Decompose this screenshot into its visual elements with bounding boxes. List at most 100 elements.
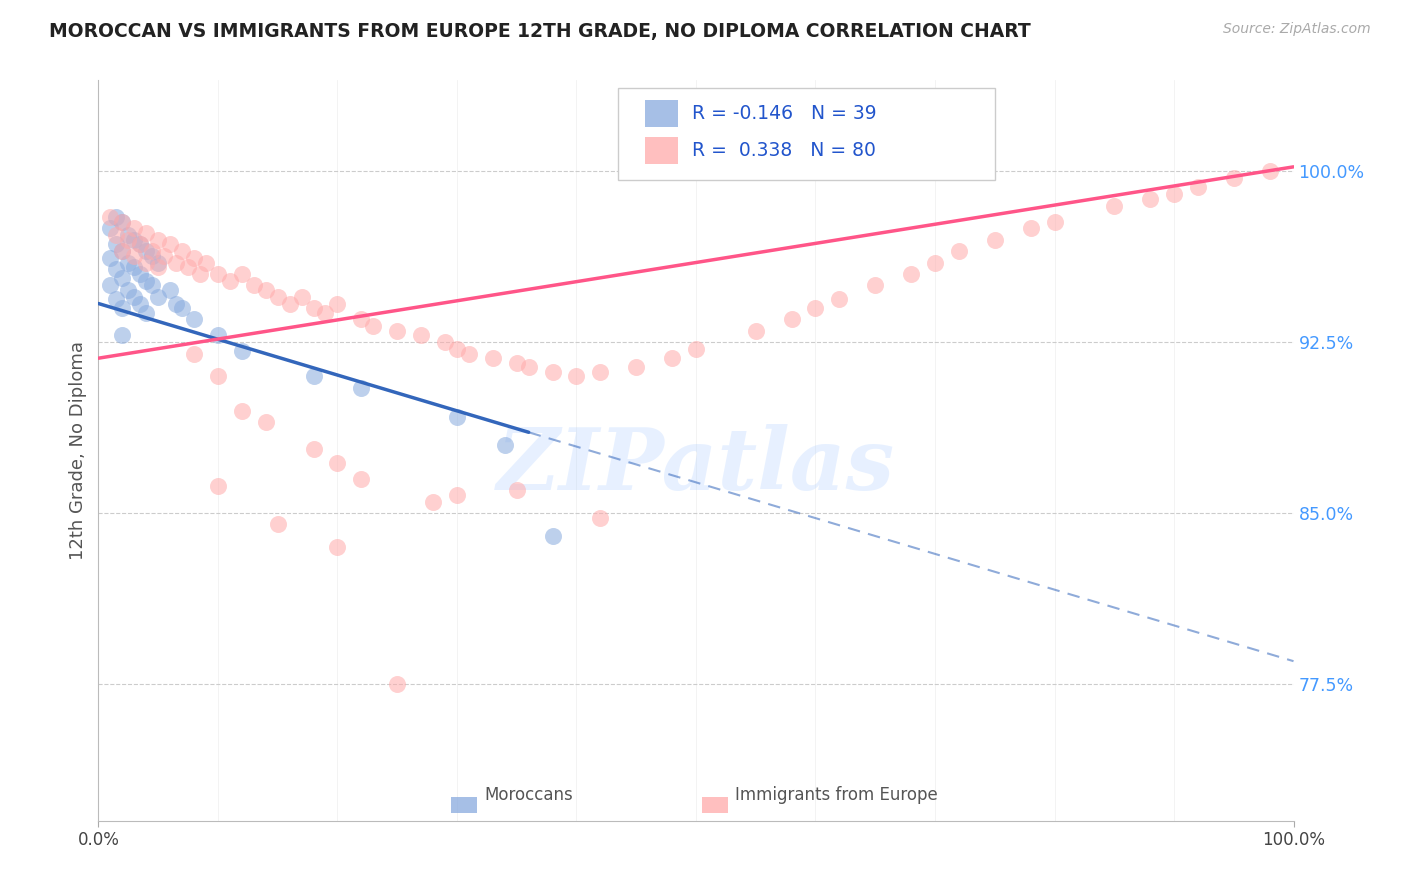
Point [105,292,128,306]
Point [148,290,170,304]
Point [446,410,468,425]
Point [159,237,181,252]
Point [135,226,157,240]
Text: R = -0.146   N = 39: R = -0.146 N = 39 [692,104,877,123]
Point [541,529,564,543]
Point [111,328,134,343]
Point [129,267,152,281]
Point [231,403,253,417]
Text: R =  0.338   N = 80: R = 0.338 N = 80 [692,141,876,161]
Point [135,255,157,269]
Point [124,290,146,304]
Point [385,677,409,691]
Point [541,365,564,379]
Point [117,283,139,297]
Point [278,296,301,310]
FancyBboxPatch shape [619,87,995,180]
Point [350,381,373,395]
Point [183,346,205,360]
Point [207,479,229,493]
Point [350,312,373,326]
Bar [644,100,678,127]
Point [148,260,170,274]
Point [148,233,170,247]
Point [153,249,176,263]
Point [172,244,194,259]
Text: MOROCCAN VS IMMIGRANTS FROM EUROPE 12TH GRADE, NO DIPLOMA CORRELATION CHART: MOROCCAN VS IMMIGRANTS FROM EUROPE 12TH … [49,22,1031,41]
Point [129,296,152,310]
Point [780,312,803,326]
Bar [702,797,728,814]
Point [1163,187,1185,202]
Point [177,260,200,274]
Point [984,233,1007,247]
Text: Moroccans: Moroccans [485,787,574,805]
Point [326,456,349,470]
Point [948,244,970,259]
Point [254,415,277,429]
Point [589,365,612,379]
Point [506,483,529,498]
Point [124,260,146,274]
Point [446,342,468,356]
Point [124,233,146,247]
Point [111,244,134,259]
Point [111,214,134,228]
Point [231,267,253,281]
Point [111,301,134,315]
Point [434,335,457,350]
Point [105,262,128,277]
Point [1139,192,1161,206]
Point [494,438,516,452]
Point [924,255,946,269]
Y-axis label: 12th Grade, No Diploma: 12th Grade, No Diploma [69,341,87,560]
Point [385,324,409,338]
Bar [451,797,477,814]
Point [481,351,505,366]
Point [105,210,128,224]
Point [165,255,187,269]
Point [865,278,887,293]
Point [517,360,540,375]
Point [1223,171,1246,186]
Point [207,328,229,343]
Point [111,271,134,285]
Point [117,255,139,269]
Point [141,278,163,293]
Point [589,510,612,524]
Point [188,267,211,281]
Point [183,312,205,326]
Point [900,267,922,281]
Point [1019,221,1042,235]
Text: ZIPatlas: ZIPatlas [496,424,896,507]
Point [207,369,229,384]
Point [458,346,481,360]
Point [141,244,163,259]
Point [141,249,163,263]
Point [148,255,170,269]
Point [117,233,139,247]
Point [207,267,229,281]
Point [828,292,851,306]
Point [411,328,433,343]
Point [111,244,134,259]
Point [98,251,122,265]
Point [267,290,290,304]
Point [1043,214,1066,228]
Point [422,494,444,508]
Point [302,442,325,457]
Point [124,221,146,235]
Point [302,369,325,384]
Point [159,283,181,297]
Point [661,351,683,366]
Point [326,296,349,310]
Text: Immigrants from Europe: Immigrants from Europe [735,787,938,805]
Point [124,249,146,263]
Point [129,237,152,252]
Point [565,369,588,384]
Point [135,244,157,259]
Point [804,301,827,315]
Point [98,221,122,235]
Point [183,251,205,265]
Point [291,290,314,304]
